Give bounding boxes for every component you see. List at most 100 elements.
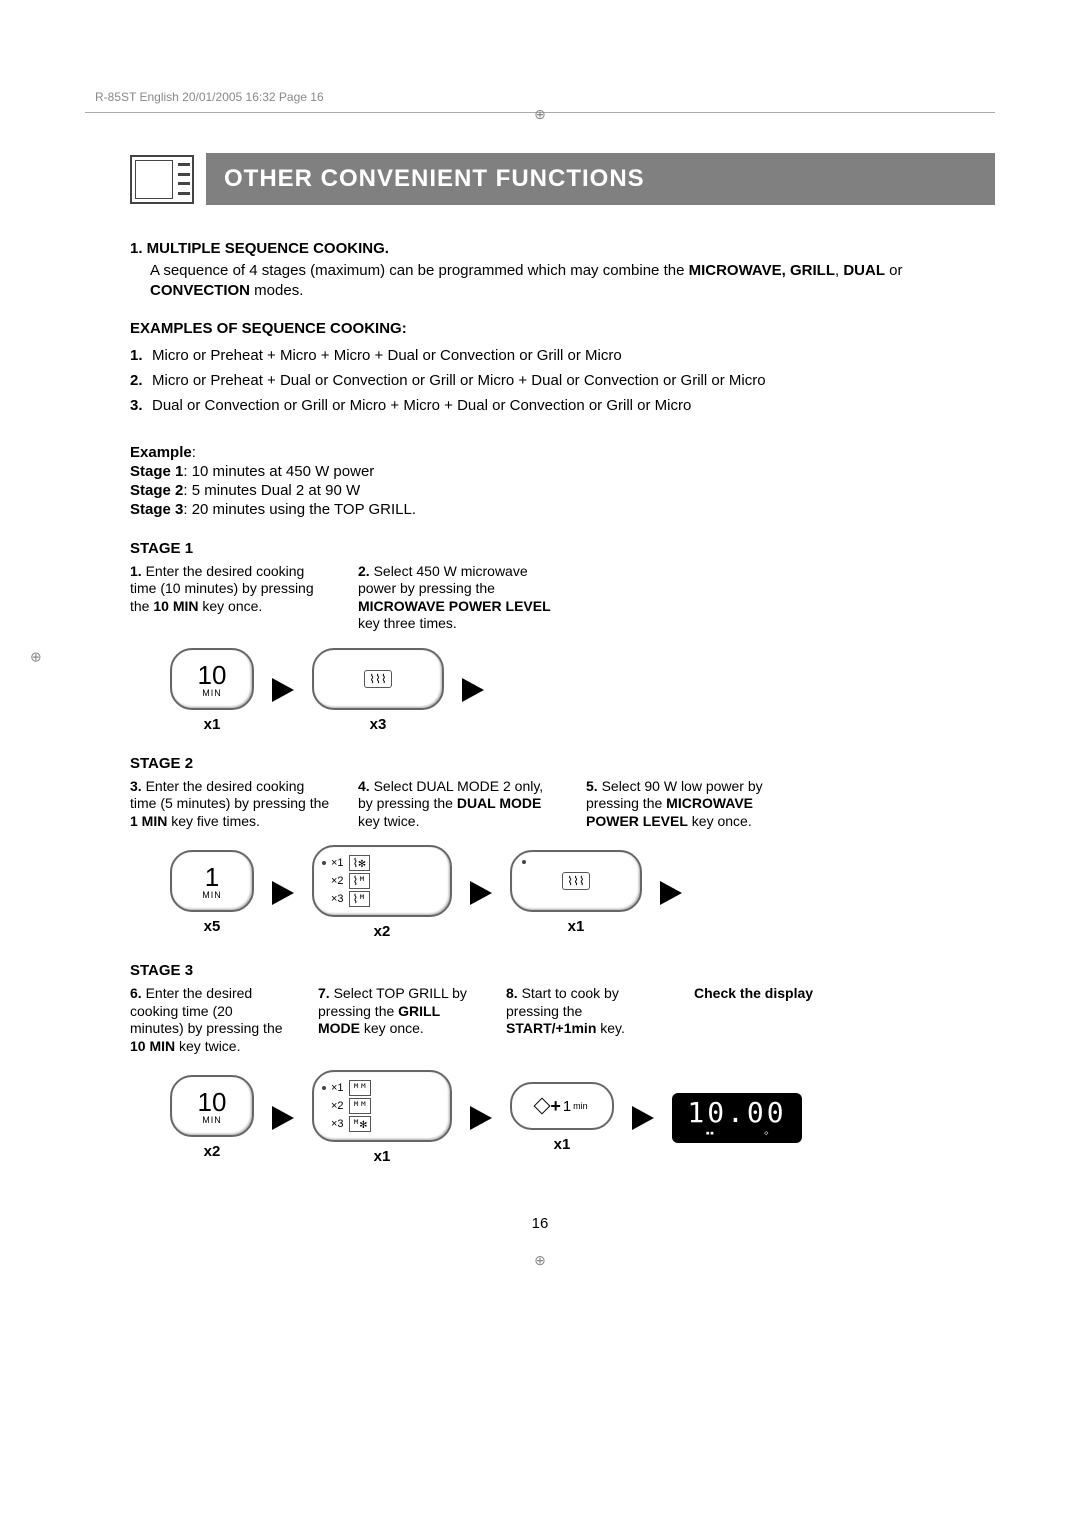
n: 8. xyxy=(506,985,518,1001)
n: 6. xyxy=(130,985,142,1001)
step-3: 3. Enter the desired cooking time (5 min… xyxy=(130,778,330,831)
button-10min[interactable]: 10 MIN xyxy=(170,648,254,710)
press-count: x1 xyxy=(374,1148,391,1165)
stage2-head: STAGE 2 xyxy=(130,755,995,772)
t: key once. xyxy=(688,813,752,829)
t: MICROWAVE POWER LEVEL xyxy=(358,598,551,614)
t: key twice. xyxy=(175,1038,240,1054)
button-10min[interactable]: 10 MIN xyxy=(170,1075,254,1137)
microwave-icon xyxy=(130,155,194,204)
t: MIN xyxy=(202,890,222,900)
t: 10 xyxy=(198,1089,227,1115)
step-5: 5. Select 90 W low power by pressing the… xyxy=(586,778,786,831)
t: Dual or Convection or Grill or Micro + M… xyxy=(152,397,691,414)
arrow-icon xyxy=(632,1106,654,1130)
step-4: 4. Select DUAL MODE 2 only, by pressing … xyxy=(358,778,558,831)
n: 3. xyxy=(130,778,142,794)
t: MICROWAVE, GRILL xyxy=(689,262,835,279)
t: ×1 xyxy=(331,857,344,869)
button-microwave-power[interactable]: ⌇⌇⌇ xyxy=(510,850,642,912)
press-count: x1 xyxy=(568,918,585,935)
t: key three times. xyxy=(358,615,457,631)
t: Micro or Preheat + Micro + Micro + Dual … xyxy=(152,347,622,364)
examples-heading: EXAMPLES OF SEQUENCE COOKING: xyxy=(130,320,995,337)
arrow-icon xyxy=(272,881,294,905)
grill-icon: ᴹᴹ xyxy=(349,1080,371,1096)
t: key five times. xyxy=(167,813,260,829)
t: ×3 xyxy=(331,893,344,905)
button-start[interactable]: +1min xyxy=(510,1082,614,1130)
crop-mark-left: ⊕ xyxy=(30,648,42,665)
t: 1 xyxy=(205,864,219,890)
page-title: OTHER CONVENIENT FUNCTIONS xyxy=(206,153,995,205)
step-2: 2. Select 450 W microwave power by press… xyxy=(358,563,558,633)
t: DUAL MODE xyxy=(457,795,542,811)
step-7: 7. Select TOP GRILL by pressing the GRIL… xyxy=(318,985,478,1055)
examples-list: 1.Micro or Preheat + Micro + Micro + Dua… xyxy=(130,347,995,414)
example-block: Example: Stage 1: 10 minutes at 450 W po… xyxy=(130,444,995,518)
t: key twice. xyxy=(358,813,419,829)
t: 1 xyxy=(563,1098,571,1115)
t: Stage 2 xyxy=(130,482,183,499)
button-1min[interactable]: 1 MIN xyxy=(170,850,254,912)
dot-icon xyxy=(522,860,526,864)
display-panel: 10.00 ▪▪◇ xyxy=(672,1093,802,1143)
t: Stage 3 xyxy=(130,501,183,518)
step-8: 8. Start to cook by pressing the START/+… xyxy=(506,985,666,1055)
button-grill-mode[interactable]: ×1ᴹᴹ ×2ᴹᴹ ×3ᴹ✻ xyxy=(312,1070,452,1142)
t: key once. xyxy=(360,1020,424,1036)
crop-line-top: ⊕ xyxy=(85,112,995,113)
t: Enter the desired cooking time (20 minut… xyxy=(130,985,283,1036)
t: key once. xyxy=(198,598,262,614)
t: or xyxy=(885,262,903,279)
t: + xyxy=(550,1096,561,1117)
stage3-head: STAGE 3 xyxy=(130,962,995,979)
press-count: x2 xyxy=(204,1143,221,1160)
dual-icon: ⌇ᴹ xyxy=(349,891,370,907)
diamond-icon xyxy=(534,1098,551,1115)
n: 1. xyxy=(130,347,152,364)
t: 10 MIN xyxy=(130,1038,175,1054)
grill-icon: ᴹ✻ xyxy=(349,1116,371,1132)
t: MIN xyxy=(202,688,222,698)
t: : 20 minutes using the TOP GRILL. xyxy=(183,501,416,518)
t: modes. xyxy=(250,282,303,299)
n: 1. xyxy=(130,563,142,579)
crop-line-bottom: ⊕ xyxy=(85,1252,995,1253)
t: ×2 xyxy=(331,1100,344,1112)
t: Enter the desired cooking time (5 minute… xyxy=(130,778,329,812)
arrow-icon xyxy=(272,1106,294,1130)
section-1-text: A sequence of 4 stages (maximum) can be … xyxy=(150,261,975,302)
dual-icon: ⌇✻ xyxy=(349,855,370,871)
t: START/+1min xyxy=(506,1020,596,1036)
check-display: Check the display xyxy=(694,985,854,1055)
example-label: Example xyxy=(130,444,192,461)
press-count: x1 xyxy=(204,716,221,733)
n: 3. xyxy=(130,397,152,414)
t: : 5 minutes Dual 2 at 90 W xyxy=(183,482,360,499)
button-microwave-power[interactable]: ⌇⌇⌇ xyxy=(312,648,444,710)
t: MIN xyxy=(202,1115,222,1125)
t: : 10 minutes at 450 W power xyxy=(183,463,374,480)
crop-mark-bottom: ⊕ xyxy=(534,1252,546,1269)
display-icons: ▪▪◇ xyxy=(706,1129,769,1137)
arrow-icon xyxy=(462,678,484,702)
arrow-icon xyxy=(660,881,682,905)
t: Stage 1 xyxy=(130,463,183,480)
t: ×2 xyxy=(331,875,344,887)
wave-icon: ⌇⌇⌇ xyxy=(562,872,590,890)
n: 5. xyxy=(586,778,598,794)
t: Select TOP GRILL by pressing the xyxy=(318,985,467,1019)
t: 1 MIN xyxy=(130,813,167,829)
display-time: 10.00 xyxy=(687,1099,786,1127)
t: CONVECTION xyxy=(150,282,250,299)
button-dual-mode[interactable]: ×1⌇✻ ×2⌇ᴹ ×3⌇ᴹ xyxy=(312,845,452,917)
t: Select 450 W microwave power by pressing… xyxy=(358,563,528,597)
stage1-head: STAGE 1 xyxy=(130,540,995,557)
arrow-icon xyxy=(470,1106,492,1130)
page-number: 16 xyxy=(85,1215,995,1232)
n: 2. xyxy=(358,563,370,579)
n: 7. xyxy=(318,985,330,1001)
press-count: x2 xyxy=(374,923,391,940)
step-1: 1. Enter the desired cooking time (10 mi… xyxy=(130,563,330,633)
